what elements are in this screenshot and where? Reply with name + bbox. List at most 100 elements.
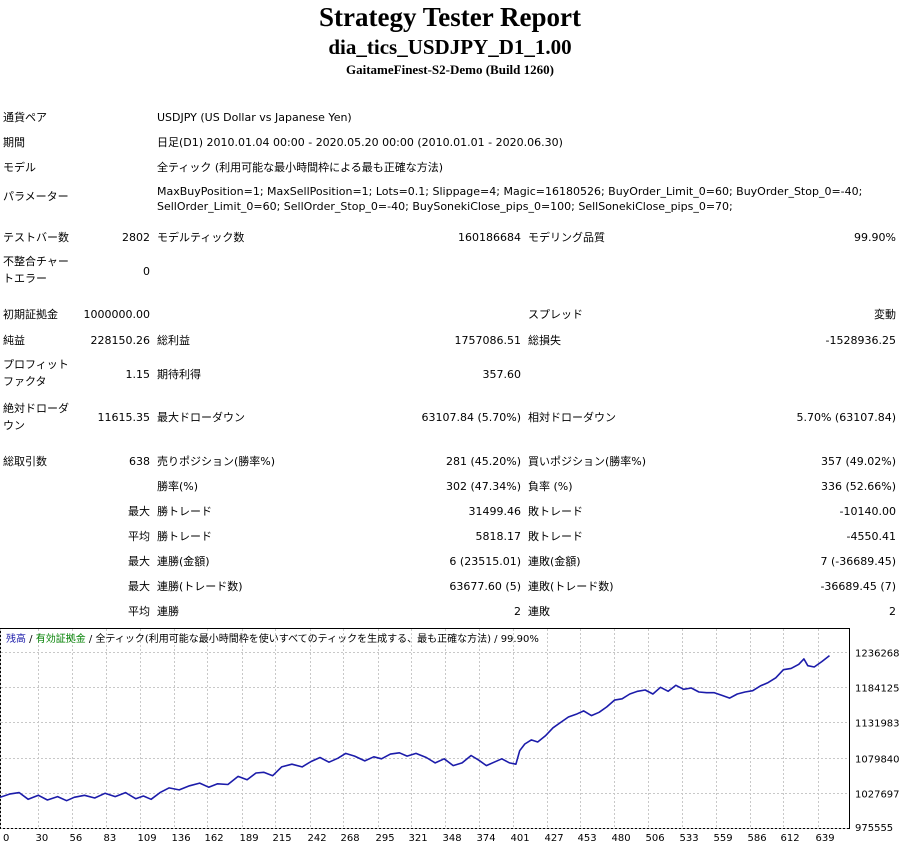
max-drawdown-value: 63107.84 (5.70%)	[421, 411, 521, 424]
x-tick-label: 506	[646, 833, 665, 844]
report-build: GaitameFinest-S2-Demo (Build 1260)	[346, 62, 554, 77]
largest-win-value: 31499.46	[468, 505, 522, 518]
avg-loss-label: 敗トレード	[528, 530, 583, 543]
period-label: 期間	[3, 136, 25, 149]
long-positions-label: 買いポジション(勝率%)	[528, 455, 647, 468]
avg-cons-losses-label: 連敗	[528, 605, 550, 618]
max-cons-losses-value: 7 (-36689.45)	[820, 555, 896, 568]
net-profit-label: 純益	[3, 334, 25, 347]
x-tick-label: 242	[308, 833, 327, 844]
x-tick-label: 533	[680, 833, 699, 844]
ticks-value: 160186684	[458, 231, 521, 244]
x-tick-label: 56	[70, 833, 83, 844]
avg-cons-wins-value: 2	[514, 605, 521, 618]
x-tick-label: 586	[748, 833, 767, 844]
gross-profit-label: 総利益	[157, 334, 190, 347]
y-tick-label: 1184125	[855, 684, 900, 695]
report-subtitle: dia_tics_USDJPY_D1_1.00	[328, 35, 572, 59]
x-tick-label: 136	[172, 833, 191, 844]
max-cons-wins-label: 連勝(金額)	[157, 555, 210, 568]
legend-equity: 有効証拠金	[36, 632, 86, 645]
largest-label: 最大	[128, 505, 150, 518]
max-cons-wins-value: 6 (23515.01)	[449, 555, 521, 568]
max-cons-label: 最大	[128, 555, 150, 568]
chart-frame	[0, 628, 850, 829]
bars-value: 2802	[122, 231, 150, 244]
avg-cons-losses-value: 2	[889, 605, 896, 618]
legend-separator-1: /	[26, 634, 36, 645]
loss-rate-label: 負率 (%)	[528, 480, 573, 493]
pair-label: 通貨ペア	[3, 111, 47, 124]
x-axis-ticks: 0 30 56 83 109 136 162 189 215 242 268 295 321 348 374…	[3, 833, 835, 844]
ticks-label: モデルティック数	[157, 231, 245, 244]
abs-drawdown-label-2: ウン	[3, 419, 25, 432]
largest-win-label: 勝トレード	[157, 505, 212, 518]
loss-rate-value: 336 (52.66%)	[820, 480, 896, 493]
largest-loss-label: 敗トレード	[528, 505, 583, 518]
profit-factor-value: 1.15	[125, 368, 151, 381]
deposit-label: 初期証拠金	[3, 308, 58, 321]
win-rate-label: 勝率(%)	[157, 480, 199, 493]
x-tick-label: 321	[409, 833, 428, 844]
avg-loss-value: -4550.41	[846, 530, 896, 543]
expected-payoff-label: 期待利得	[157, 368, 201, 381]
win-rate-value: 302 (47.34%)	[445, 480, 521, 493]
y-tick-label: 1079840	[855, 755, 900, 766]
rel-drawdown-label: 相対ドローダウン	[528, 411, 616, 424]
x-tick-label: 215	[273, 833, 292, 844]
short-positions-label: 売りポジション(勝率%)	[157, 455, 276, 468]
x-tick-label: 0	[3, 833, 9, 844]
legend-balance: 残高	[6, 632, 26, 645]
gross-profit-value: 1757086.51	[454, 334, 521, 347]
x-tick-label: 162	[205, 833, 224, 844]
y-tick-label: 1236268	[855, 649, 900, 660]
max-cons-profit-label: 連勝(トレード数)	[157, 580, 243, 593]
mismatch-label-1: 不整合チャー	[3, 255, 69, 268]
y-axis-ticks: 975555 1027697 1079840 1131983 1184125 123626…	[855, 649, 900, 835]
bars-label: テストバー数	[3, 231, 69, 244]
avg-win-label: 勝トレード	[157, 530, 212, 543]
x-tick-label: 30	[36, 833, 49, 844]
rel-drawdown-value: 5.70% (63107.84)	[796, 411, 896, 424]
gross-loss-value: -1528936.25	[825, 334, 896, 347]
avg-cons-wins-label: 連勝	[157, 605, 179, 618]
avg-cons-label: 平均	[128, 605, 150, 618]
report-title: Strategy Tester Report	[319, 2, 581, 32]
balance-chart: 残高 / 有効証拠金 / 全ティック(利用可能な最小時間枠を使いすべてのティック…	[0, 628, 900, 844]
total-trades-label: 総取引数	[3, 455, 47, 468]
mismatch-label-2: トエラー	[3, 272, 47, 285]
deposit-value: 1000000.00	[83, 308, 150, 321]
x-tick-label: 639	[816, 833, 835, 844]
x-tick-label: 612	[781, 833, 800, 844]
gross-loss-label: 総損失	[528, 334, 561, 347]
legend-separator-2: /	[86, 634, 96, 645]
x-tick-label: 401	[511, 833, 530, 844]
total-trades-value: 638	[129, 455, 150, 468]
x-tick-label: 559	[714, 833, 733, 844]
profit-factor-label-1: プロフィット	[3, 358, 69, 371]
quality-label: モデリング品質	[528, 231, 605, 244]
max-cons-count-label: 最大	[128, 580, 150, 593]
short-positions-value: 281 (45.20%)	[445, 455, 521, 468]
balance-series-line	[0, 654, 830, 802]
spread-value: 変動	[874, 308, 896, 321]
quality-value: 99.90%	[854, 231, 896, 244]
x-tick-label: 109	[138, 833, 157, 844]
chart-legend: 残高 / 有効証拠金 / 全ティック(利用可能な最小時間枠を使いすべてのティック…	[6, 632, 539, 645]
long-positions-value: 357 (49.02%)	[820, 455, 896, 468]
max-drawdown-label: 最大ドローダウン	[157, 411, 245, 424]
mismatch-value: 0	[143, 265, 150, 278]
pair-value: USDJPY (US Dollar vs Japanese Yen)	[157, 111, 352, 124]
x-tick-label: 348	[443, 833, 462, 844]
max-cons-loss-value: -36689.45 (7)	[820, 580, 896, 593]
y-tick-label: 975555	[855, 823, 893, 834]
model-label: モデル	[3, 161, 36, 174]
abs-drawdown-label-1: 絶対ドローダ	[3, 402, 69, 415]
max-cons-losses-label: 連敗(金額)	[528, 555, 581, 568]
average-label: 平均	[128, 530, 150, 543]
x-tick-label: 427	[545, 833, 564, 844]
x-tick-label: 83	[104, 833, 117, 844]
max-cons-profit-value: 63677.60 (5)	[449, 580, 521, 593]
params-label: パラメーター	[3, 190, 69, 203]
params-line-1: MaxBuyPosition=1; MaxSellPosition=1; Lot…	[157, 185, 863, 198]
